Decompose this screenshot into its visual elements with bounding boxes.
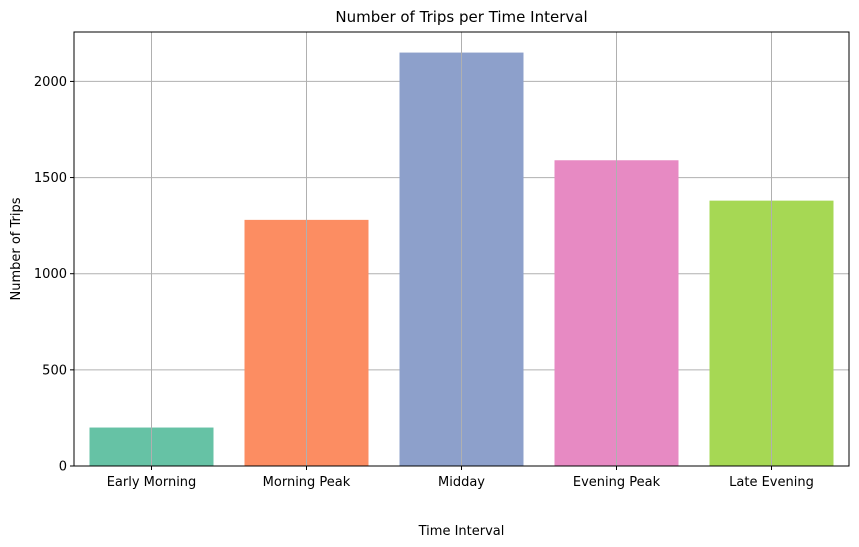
y-tick-label: 2000	[34, 75, 67, 90]
x-tick-label: Midday	[438, 475, 485, 490]
y-tick-label: 500	[42, 363, 67, 378]
vertical-grid-lines	[151, 32, 772, 466]
x-tick-label: Late Evening	[729, 475, 814, 490]
x-tick-label: Evening Peak	[573, 475, 661, 490]
chart-title: Number of Trips per Time Interval	[335, 8, 587, 26]
x-axis-ticks: Early Morning Morning Peak Midday Evening P…	[107, 466, 814, 490]
y-axis-ticks: 0 500 1000 1500 2000	[34, 75, 74, 475]
y-tick-label: 0	[59, 460, 67, 475]
y-tick-label: 1500	[34, 171, 67, 186]
y-axis-label: Number of Trips	[9, 197, 24, 300]
x-tick-label: Early Morning	[107, 475, 197, 490]
x-tick-label: Morning Peak	[263, 475, 351, 490]
y-tick-label: 1000	[34, 267, 67, 282]
x-axis-label: Time Interval	[418, 524, 505, 539]
